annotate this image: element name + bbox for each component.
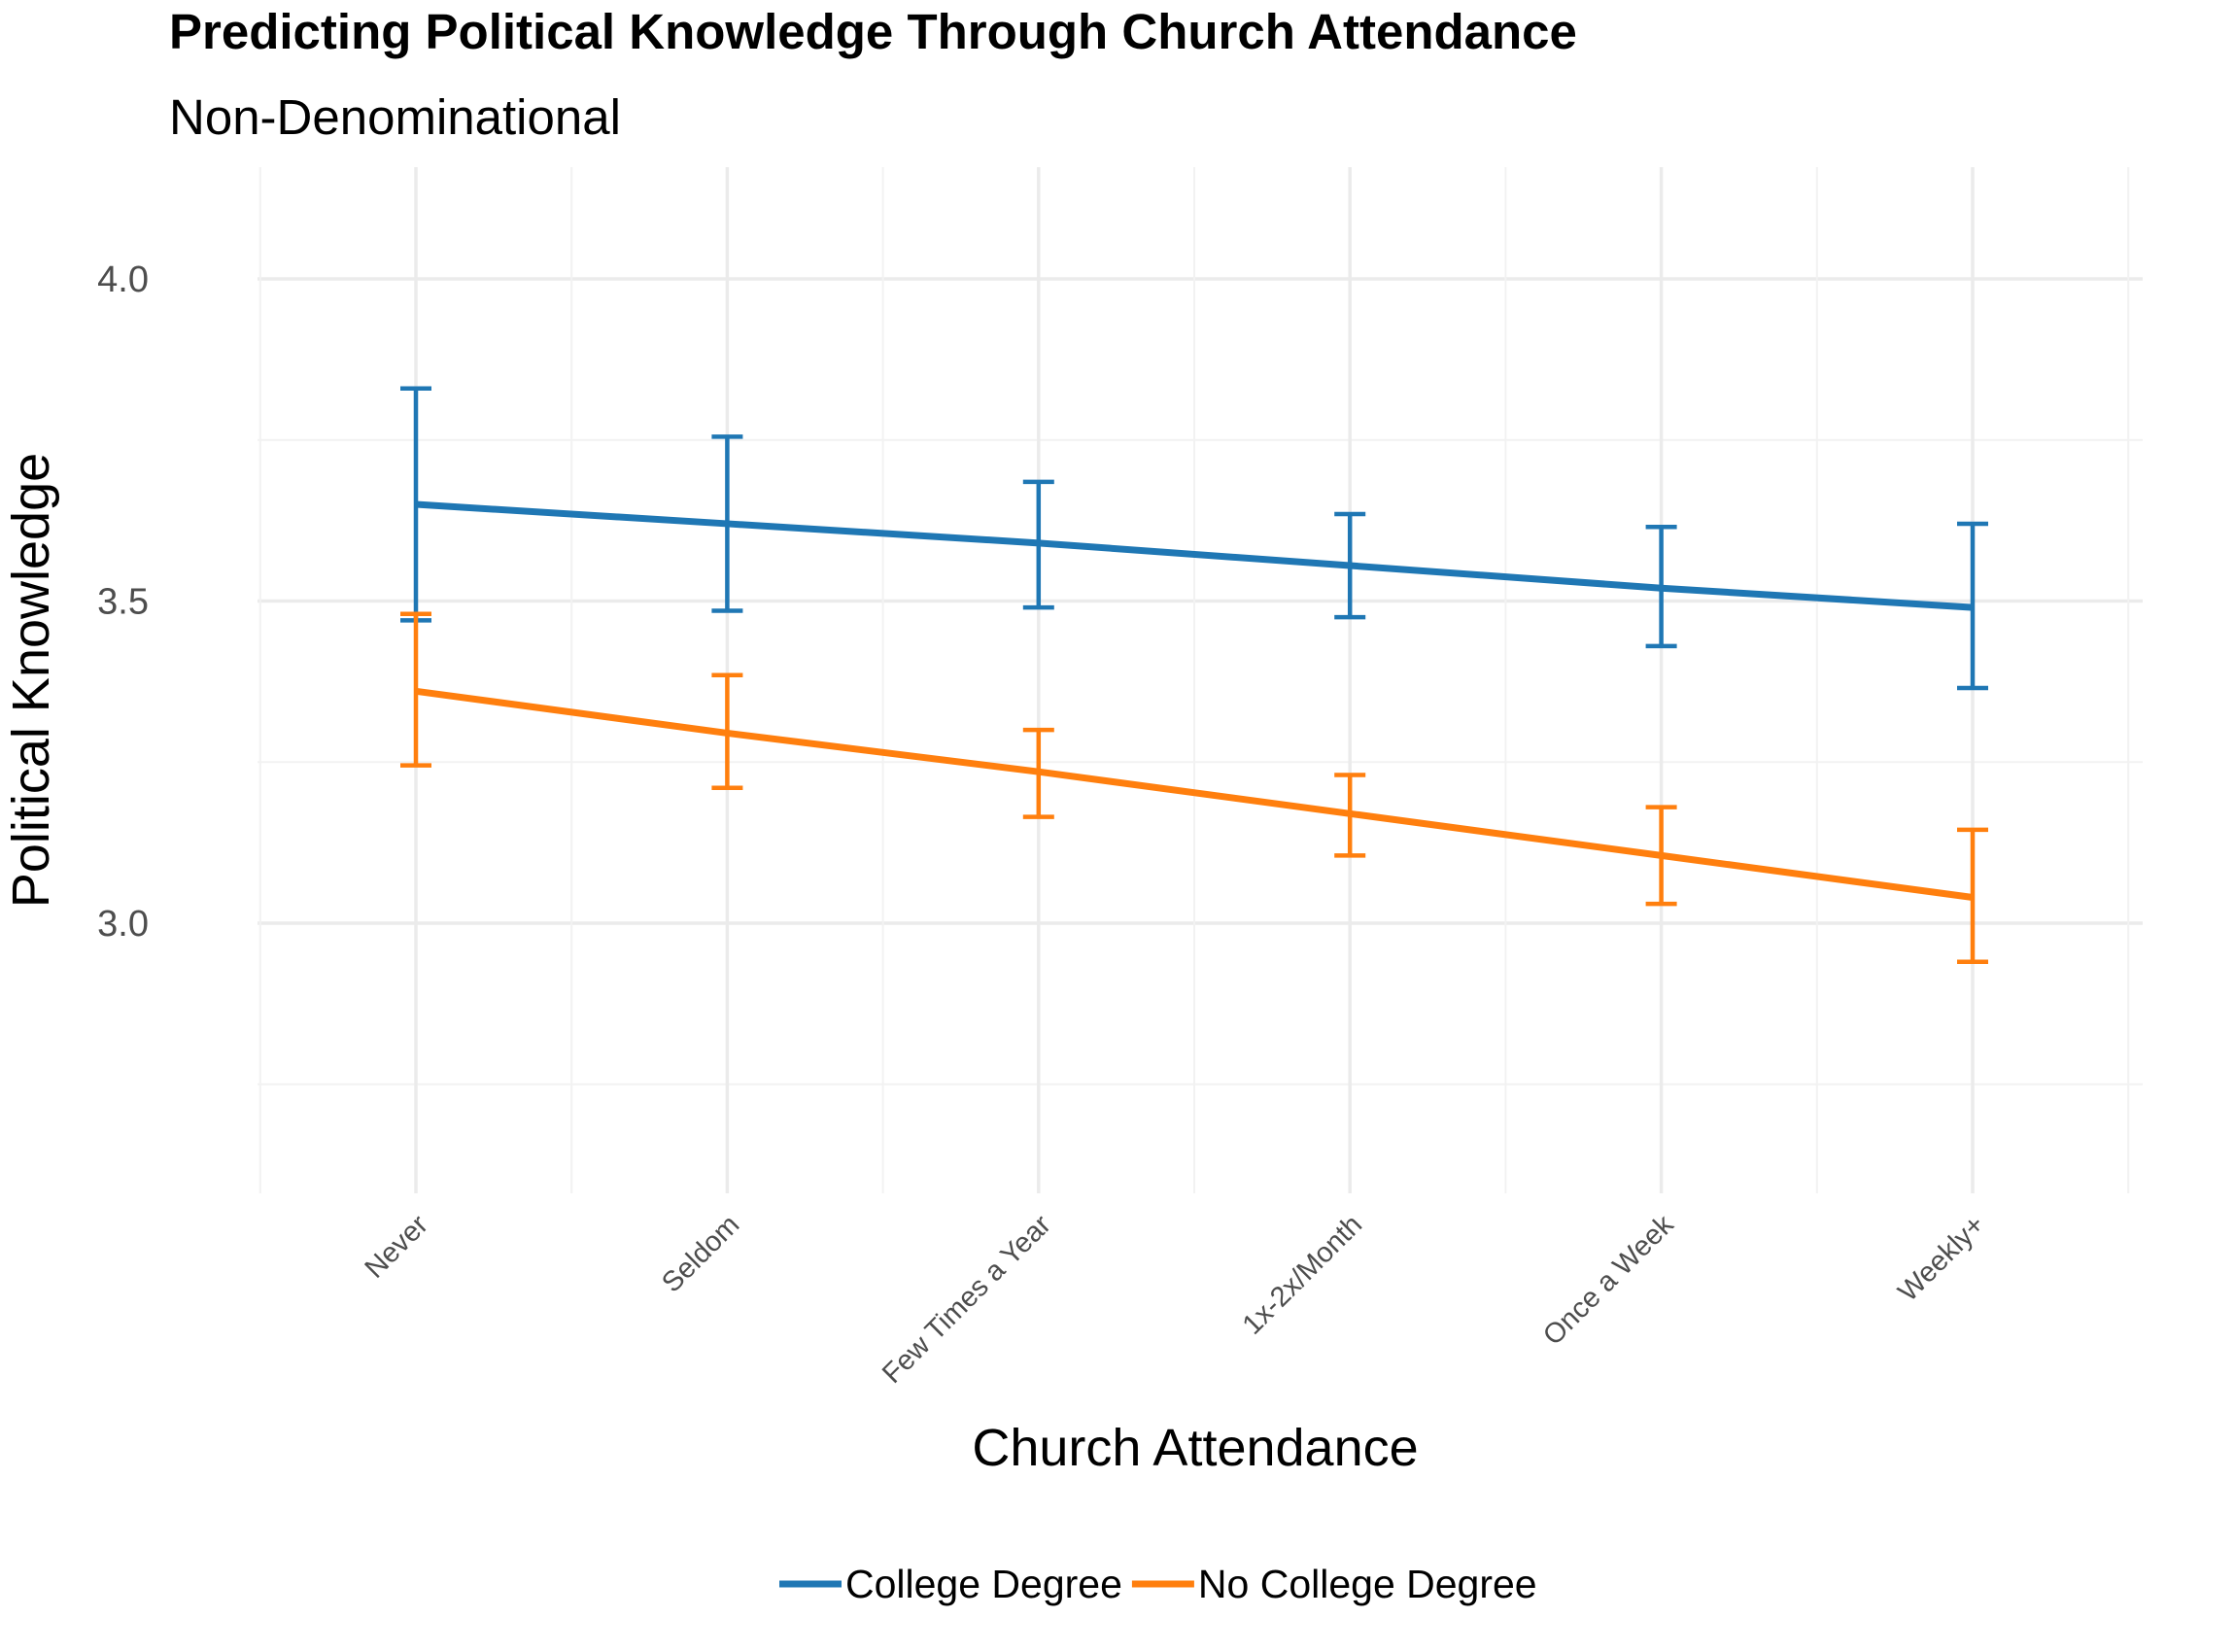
legend-label: No College Degree xyxy=(1198,1562,1537,1606)
series-line xyxy=(415,500,1974,611)
legend-item: No College Degree xyxy=(1131,1562,1537,1606)
y-axis-title: Political Knowledge xyxy=(2,453,60,908)
legend-item: College Degree xyxy=(779,1562,1122,1606)
error-bar xyxy=(400,611,431,768)
x-tick-label: Seldom xyxy=(656,1209,745,1298)
x-axis-title: Church Attendance xyxy=(972,1419,1418,1477)
legend-label: College Degree xyxy=(845,1562,1122,1606)
grid xyxy=(258,167,2143,1193)
y-tick-label: 3.0 xyxy=(97,904,149,945)
chart-title: Predicting Political Knowledge Through C… xyxy=(169,4,1577,59)
x-tick-label: 1x-2x/Month xyxy=(1237,1209,1368,1340)
series-0 xyxy=(400,386,1988,691)
y-tick-label: 3.5 xyxy=(97,582,149,623)
series-1 xyxy=(400,611,1988,965)
x-tick-label: Few Times a Year xyxy=(877,1209,1057,1390)
y-tick-label: 4.0 xyxy=(97,259,149,300)
legend: College Degree No College Degree xyxy=(779,1562,1537,1606)
series-line xyxy=(415,687,1974,901)
y-axis-ticks: 3.0 3.5 4.0 xyxy=(97,259,149,945)
x-tick-label: Weekly+ xyxy=(1892,1209,1990,1307)
x-axis-ticks: Never Seldom Few Times a Year 1x-2x/Month On… xyxy=(360,1209,1991,1390)
x-tick-label: Once a Week xyxy=(1537,1209,1680,1352)
x-tick-label: Never xyxy=(360,1209,435,1285)
plot-series xyxy=(400,386,1988,965)
chart-subtitle: Non-Denominational xyxy=(169,89,621,145)
